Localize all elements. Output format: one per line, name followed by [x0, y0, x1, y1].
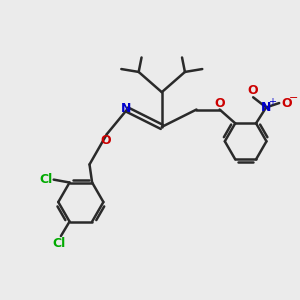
Text: −: −	[289, 93, 298, 103]
Text: +: +	[268, 97, 277, 106]
Text: Cl: Cl	[53, 237, 66, 250]
Text: N: N	[261, 101, 272, 114]
Text: N: N	[121, 102, 132, 115]
Text: O: O	[281, 97, 292, 110]
Text: O: O	[214, 97, 225, 110]
Text: O: O	[248, 83, 259, 97]
Text: O: O	[100, 134, 111, 147]
Text: Cl: Cl	[40, 173, 53, 186]
